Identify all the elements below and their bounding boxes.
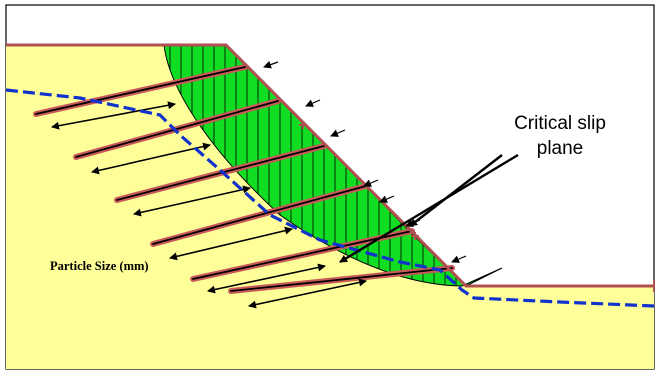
- nail-force-arrow: [248, 278, 367, 309]
- surface-force-arrow: [263, 60, 279, 69]
- surface-force-arrow: [363, 179, 379, 187]
- particle-size-label: Particle Size (mm): [50, 259, 149, 273]
- nail-force-arrows: [51, 101, 367, 309]
- surface-force-arrow: [305, 99, 321, 107]
- callout-arrow-upper: [409, 154, 503, 227]
- surface-marker: [299, 121, 307, 129]
- nail-force-arrow: [51, 101, 176, 130]
- surface-force-arrow: [379, 195, 395, 203]
- water-table-line: [5, 88, 655, 308]
- nail-force-arrow: [133, 185, 251, 217]
- nail-force-arrow: [169, 226, 293, 261]
- slope-surface-line: [6, 43, 654, 288]
- callout-arrow-lower: [339, 153, 519, 264]
- surface-force-arrow: [451, 255, 467, 263]
- nail-force-arrow: [91, 142, 211, 175]
- critical-slip-label-line1: Critical slip: [514, 113, 606, 134]
- nail-force-arrow: [207, 263, 326, 294]
- surface-marker: [411, 232, 419, 240]
- surface-force-arrow: [330, 129, 346, 137]
- critical-slip-label-line2: plane: [537, 138, 584, 159]
